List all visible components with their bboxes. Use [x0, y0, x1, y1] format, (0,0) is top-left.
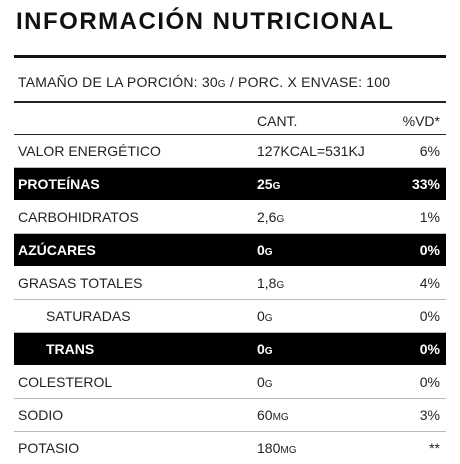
- daily-value: 0%: [419, 341, 440, 357]
- amount: 25g: [257, 176, 281, 192]
- serving: TAMAÑO DE LA PORCIÓN: 30g / PORC. X ENVA…: [18, 74, 391, 90]
- daily-value: 33%: [411, 176, 440, 192]
- daily-value: 6%: [419, 143, 440, 159]
- daily-value: 4%: [419, 275, 440, 291]
- nutrient-name: VALOR ENERGÉTICO: [18, 143, 161, 159]
- amount: 0g: [257, 242, 273, 258]
- header-cell: %VD*: [402, 113, 440, 129]
- row: PROTEÍNAS 25g 33%: [14, 168, 446, 201]
- row: VALOR ENERGÉTICO 127KCAL=531KJ 6%: [14, 135, 446, 168]
- daily-value: 0%: [419, 374, 440, 390]
- nutrient-name: SODIO: [18, 407, 64, 423]
- nutrient-name: CARBOHIDRATOS: [18, 209, 139, 225]
- divider: [14, 55, 446, 58]
- amount: 180mg: [257, 440, 297, 456]
- title: INFORMACIÓN NUTRICIONAL: [16, 8, 395, 35]
- daily-value: 3%: [419, 407, 440, 423]
- daily-value: 1%: [419, 209, 440, 225]
- amount: 0g: [257, 341, 273, 357]
- row: SATURADAS 0g 0%: [14, 300, 446, 333]
- nutrient-name: POTASIO: [18, 440, 80, 456]
- nutrient-name: AZÚCARES: [18, 242, 96, 258]
- nutrient-name: SATURADAS: [46, 308, 131, 324]
- nutrient-name: PROTEÍNAS: [18, 176, 100, 192]
- nutrient-name: GRASAS TOTALES: [18, 275, 143, 291]
- header-cell: CANT.: [257, 113, 298, 129]
- row: TRANS 0g 0%: [14, 333, 446, 366]
- row: AZÚCARES 0g 0%: [14, 234, 446, 267]
- nutrient-name: COLESTEROL: [18, 374, 113, 390]
- row: GRASAS TOTALES 1,8g 4%: [14, 267, 446, 300]
- row: CARBOHIDRATOS 2,6g 1%: [14, 201, 446, 234]
- amount: 1,8g: [257, 275, 285, 291]
- row: COLESTEROL 0g 0%: [14, 366, 446, 399]
- header-row: CANT. %VD*: [14, 108, 446, 135]
- nutrient-name: TRANS: [46, 341, 95, 357]
- amount: 60mg: [257, 407, 289, 423]
- table: CANT. %VD* VALOR ENERGÉTICO 127KCAL=531KJ…: [14, 108, 446, 464]
- row: POTASIO 180mg **: [14, 432, 446, 464]
- divider: [14, 101, 446, 103]
- amount: 0g: [257, 374, 273, 390]
- daily-value: 0%: [419, 308, 440, 324]
- amount: 2,6g: [257, 209, 285, 225]
- row: SODIO 60mg 3%: [14, 399, 446, 432]
- amount: 127KCAL=531KJ: [257, 143, 365, 159]
- daily-value: **: [429, 440, 440, 456]
- amount: 0g: [257, 308, 273, 324]
- daily-value: 0%: [419, 242, 440, 258]
